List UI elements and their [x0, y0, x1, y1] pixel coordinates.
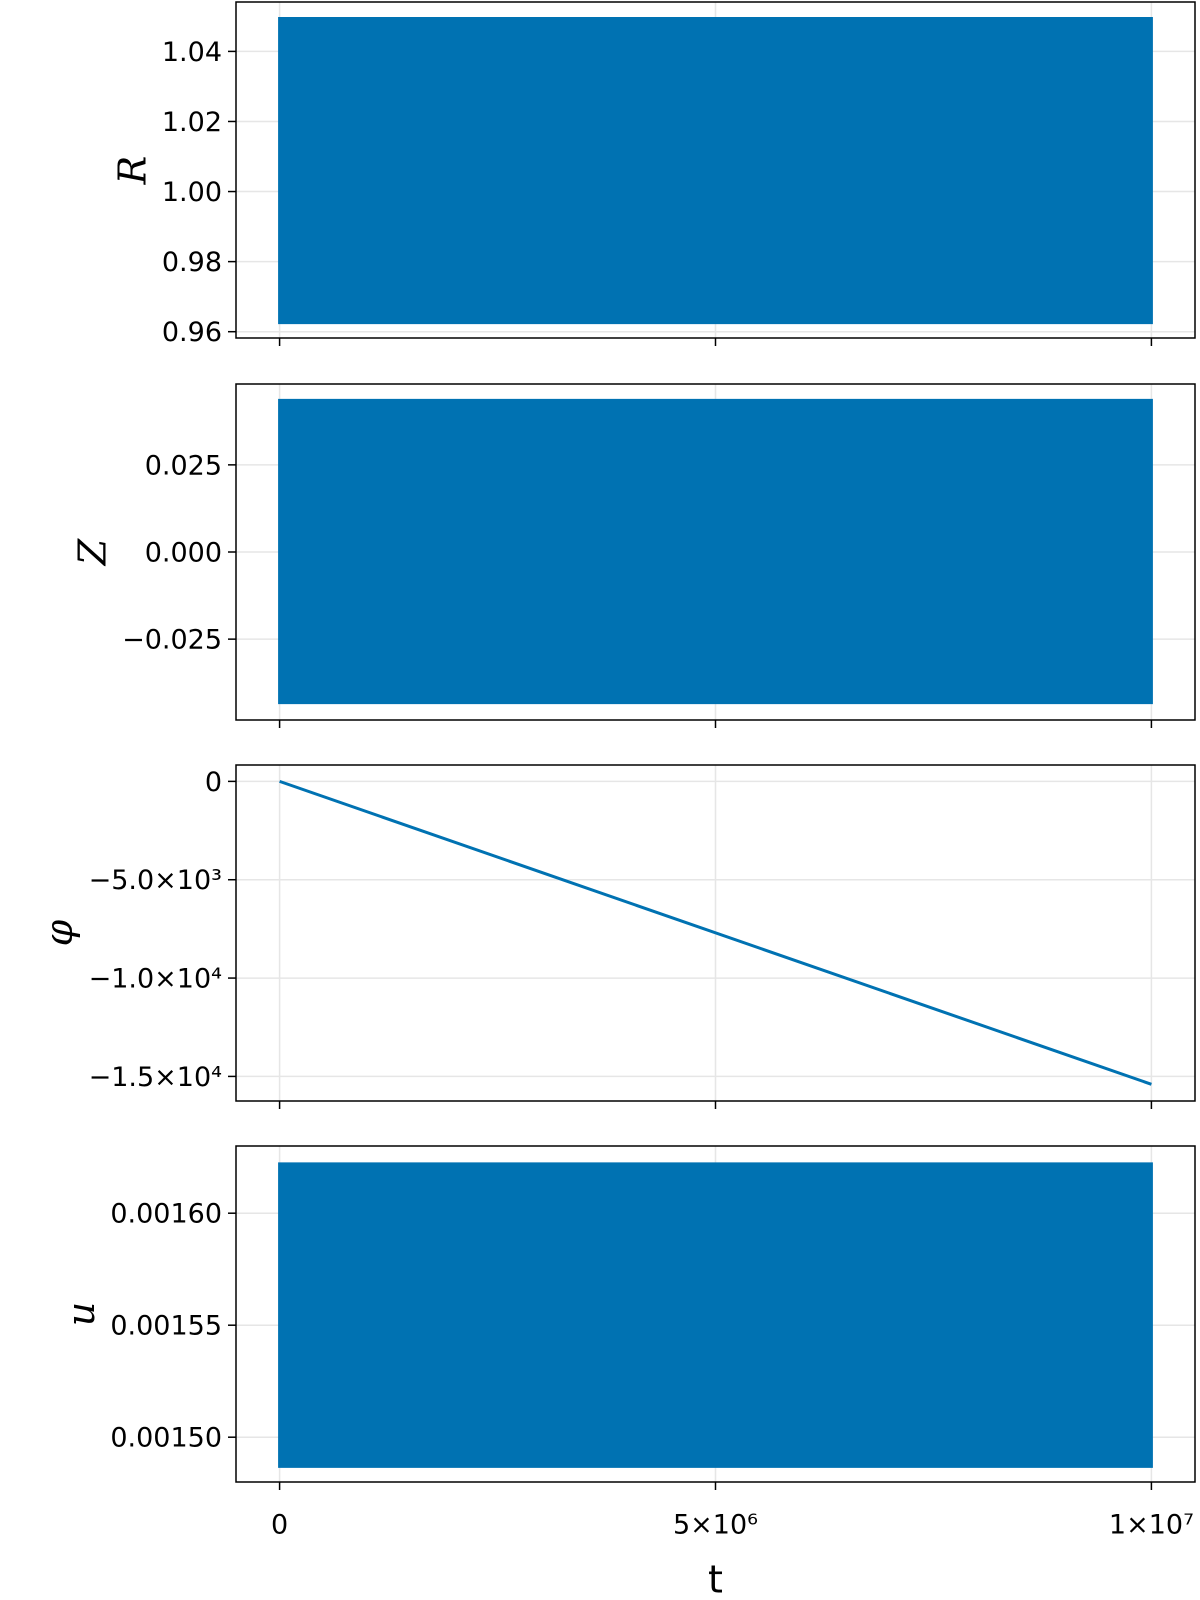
y-tick-label: 0.00155: [110, 1311, 222, 1342]
y-tick-label: 0.98: [162, 247, 222, 278]
y-axis-label: u: [59, 1302, 103, 1326]
y-tick-label: 0.025: [145, 450, 222, 481]
oscillation-band: [278, 16, 1153, 325]
y-axis-label: Z: [71, 538, 115, 566]
y-tick-label: 0.00160: [110, 1199, 222, 1230]
x-axis-label: t: [708, 1558, 723, 1600]
y-axis-label: R: [110, 156, 154, 186]
plot-frame: [235, 383, 1196, 721]
x-tick-label: 5×10⁶: [673, 1510, 758, 1541]
y-tick-label: −1.5×10⁴: [89, 1062, 222, 1093]
oscillation-band: [278, 398, 1153, 705]
x-tick-label: 1×10⁷: [1109, 1510, 1194, 1541]
y-tick-label: 0.96: [162, 317, 222, 348]
plot-frame: [235, 764, 1196, 1102]
oscillation-band: [278, 1162, 1153, 1468]
y-tick-label: −1.0×10⁴: [89, 964, 222, 995]
y-tick-label: 1.04: [162, 37, 222, 68]
y-tick-label: 1.02: [162, 107, 222, 138]
y-tick-label: 0: [205, 767, 222, 798]
y-tick-label: 0.000: [145, 538, 222, 569]
y-tick-label: −0.025: [122, 625, 222, 656]
plot-frame: [235, 1145, 1196, 1483]
y-tick-label: −5.0×10³: [89, 865, 222, 896]
y-axis-label: φ: [37, 919, 81, 946]
line: [279, 779, 1152, 1086]
y-tick-label: 1.00: [162, 177, 222, 208]
y-tick-label: 0.00150: [110, 1423, 222, 1454]
plot-frame: [235, 1, 1196, 339]
x-tick-label: 0: [271, 1510, 288, 1541]
